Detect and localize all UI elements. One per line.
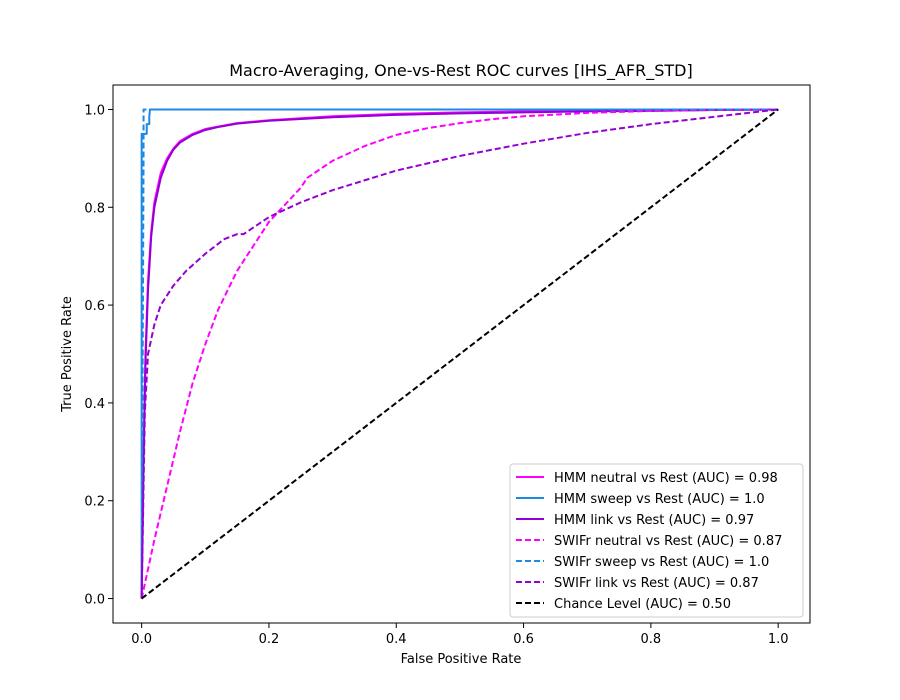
series-line-6 [141, 108, 779, 600]
y-tick-label: 0.4 [84, 397, 105, 412]
x-tick-label: 0.8 [641, 632, 662, 647]
series-line-5 [140, 108, 779, 599]
y-tick-label: 0.8 [84, 201, 105, 216]
legend-label: SWIFr sweep vs Rest (AUC) = 1.0 [554, 555, 769, 570]
legend-label: HMM neutral vs Rest (AUC) = 0.98 [554, 471, 778, 486]
x-tick-label: 0.4 [386, 632, 407, 647]
legend-label: Chance Level (AUC) = 0.50 [554, 597, 731, 612]
series-line-1 [140, 108, 779, 599]
plot-area [112, 84, 811, 624]
legend-label: HMM sweep vs Rest (AUC) = 1.0 [554, 492, 765, 507]
y-tick-label: 0.6 [84, 299, 105, 314]
x-axis-label: False Positive Rate [401, 652, 522, 667]
x-tick-label: 0.0 [131, 632, 152, 647]
series-line-3 [140, 108, 779, 599]
legend-label: HMM link vs Rest (AUC) = 0.97 [554, 513, 754, 528]
x-tick-label: 1.0 [768, 632, 789, 647]
legend-box [509, 463, 804, 618]
legend-label: SWIFr link vs Rest (AUC) = 0.87 [554, 576, 759, 591]
x-tick-label: 0.2 [259, 632, 280, 647]
series-lines [140, 108, 779, 600]
y-tick-label: 1.0 [84, 103, 105, 118]
y-axis-ticks: 0.0 0.2 0.4 0.6 0.8 1.0 [84, 103, 113, 608]
chart-title: Macro-Averaging, One-vs-Rest ROC curves … [229, 61, 692, 81]
y-axis-label: True Positive Rate [60, 296, 75, 413]
legend: HMM neutral vs Rest (AUC) = 0.98 HMM swee… [509, 463, 804, 618]
x-tick-label: 0.6 [513, 632, 534, 647]
y-tick-label: 0.0 [84, 593, 105, 608]
y-tick-label: 0.2 [84, 495, 105, 510]
series-line-2 [140, 108, 779, 599]
plot-frame [112, 84, 811, 624]
legend-label: SWIFr neutral vs Rest (AUC) = 0.87 [554, 534, 782, 549]
x-axis-ticks: 0.0 0.2 0.4 0.6 0.8 1.0 [131, 623, 789, 647]
